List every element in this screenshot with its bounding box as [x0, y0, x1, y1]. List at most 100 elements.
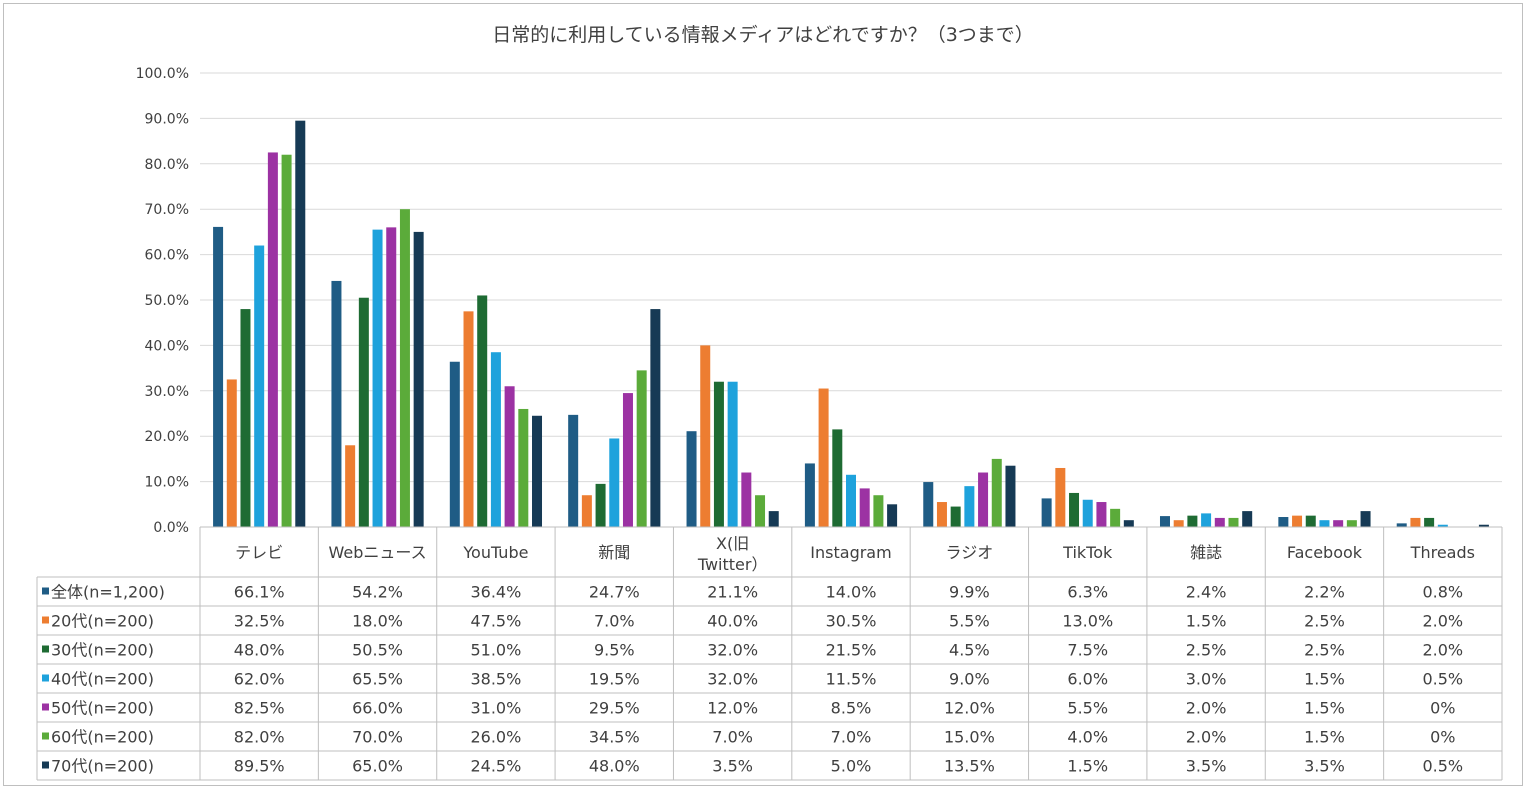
table-cell: 29.5%	[589, 699, 640, 718]
legend-key	[42, 732, 49, 740]
bar	[950, 506, 961, 527]
table-cell: 6.3%	[1067, 583, 1108, 602]
bar	[595, 483, 606, 527]
legend-label: 60代(n=200)	[51, 728, 154, 747]
table-cell: 0%	[1430, 728, 1455, 747]
legend-label: 全体(n=1,200)	[51, 583, 165, 602]
table-cell: 2.4%	[1186, 583, 1227, 602]
bar	[1242, 511, 1253, 527]
bar	[818, 388, 829, 527]
table-cell: 54.2%	[352, 583, 403, 602]
bar	[581, 495, 592, 527]
table-cell: 3.5%	[1304, 757, 1345, 776]
bar	[372, 229, 383, 527]
bar	[504, 386, 515, 527]
category-label: Threads	[1410, 543, 1475, 562]
table-cell: 7.0%	[594, 612, 635, 631]
table-cell: 12.0%	[707, 699, 758, 718]
table-cell: 1.5%	[1067, 757, 1108, 776]
table-cell: 1.5%	[1186, 612, 1227, 631]
table-cell: 8.5%	[831, 699, 872, 718]
category-label: YouTube	[462, 543, 528, 562]
table-cell: 70.0%	[352, 728, 403, 747]
bar	[846, 474, 856, 527]
bar	[1082, 499, 1093, 527]
table-cell: 12.0%	[944, 699, 995, 718]
bar	[859, 488, 870, 527]
table-cell: 50.5%	[352, 641, 403, 660]
bar	[532, 415, 543, 527]
bar	[1201, 513, 1212, 527]
bar	[1319, 520, 1330, 527]
table-cell: 0.5%	[1422, 670, 1463, 689]
y-tick-label: 70.0%	[145, 202, 189, 218]
y-tick-label: 50.0%	[145, 293, 189, 309]
table-cell: 7.5%	[1067, 641, 1108, 660]
table-cell: 6.0%	[1067, 670, 1108, 689]
category-label: Webニュース	[328, 543, 426, 562]
bar	[254, 245, 265, 527]
table-cell: 47.5%	[470, 612, 521, 631]
bar	[295, 120, 306, 528]
table-cell: 13.5%	[944, 757, 995, 776]
table-cell: 65.0%	[352, 757, 403, 776]
bar	[1346, 520, 1357, 527]
table-cell: 32.0%	[707, 670, 758, 689]
table-cell: 1.5%	[1304, 670, 1345, 689]
legend-label: 50代(n=200)	[51, 699, 154, 718]
table-cell: 51.0%	[470, 641, 521, 660]
bar	[804, 463, 815, 527]
bar	[386, 227, 397, 528]
bar	[1005, 465, 1016, 527]
table-cell: 66.1%	[234, 583, 285, 602]
y-tick-label: 0.0%	[153, 520, 189, 536]
table-cell: 14.0%	[826, 583, 877, 602]
bar	[1069, 492, 1080, 527]
table-cell: 0%	[1430, 699, 1455, 718]
bar	[1478, 524, 1489, 527]
bar	[923, 482, 934, 527]
bar	[1159, 516, 1170, 527]
table-cell: 65.5%	[352, 670, 403, 689]
table-cell: 11.5%	[826, 670, 877, 689]
bar	[1437, 524, 1448, 527]
bar	[1123, 520, 1134, 527]
bar	[358, 297, 369, 527]
table-cell: 24.7%	[589, 583, 640, 602]
bar	[686, 431, 697, 527]
bar	[1055, 467, 1066, 527]
legend-key	[42, 674, 49, 682]
legend-key	[42, 645, 49, 653]
bar	[1305, 515, 1316, 527]
y-tick-label: 60.0%	[145, 248, 189, 264]
bar	[281, 154, 292, 527]
bar	[1292, 515, 1303, 527]
table-cell: 3.5%	[712, 757, 753, 776]
table-cell: 89.5%	[234, 757, 285, 776]
bar	[1173, 520, 1184, 527]
bar	[713, 381, 724, 527]
legend-label: 20代(n=200)	[51, 612, 154, 631]
table-cell: 21.1%	[707, 583, 758, 602]
bar	[768, 511, 779, 527]
table-cell: 9.0%	[949, 670, 990, 689]
table-cell: 32.0%	[707, 641, 758, 660]
bar	[463, 311, 474, 527]
table-cell: 34.5%	[589, 728, 640, 747]
table-cell: 2.5%	[1304, 612, 1345, 631]
bar	[568, 414, 579, 527]
table-cell: 9.5%	[594, 641, 635, 660]
bar	[991, 458, 1002, 527]
bar	[399, 209, 410, 527]
table-cell: 2.2%	[1304, 583, 1345, 602]
bar	[1424, 517, 1435, 527]
legend-label: 30代(n=200)	[51, 641, 154, 660]
table-cell: 3.0%	[1186, 670, 1227, 689]
table-cell: 5.5%	[949, 612, 990, 631]
bar	[609, 438, 620, 527]
table-cell: 82.0%	[234, 728, 285, 747]
bar	[1360, 511, 1371, 527]
bar	[1187, 515, 1198, 527]
bar	[1041, 498, 1052, 527]
